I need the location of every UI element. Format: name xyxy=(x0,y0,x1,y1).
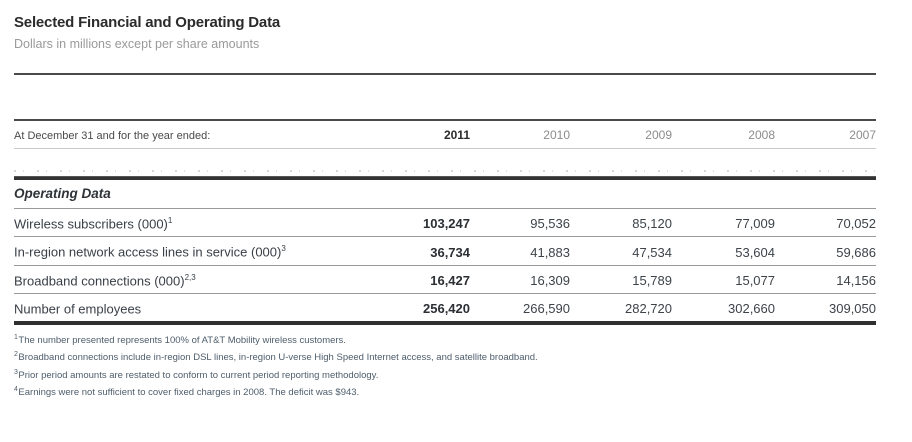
cell-2008: 15,077 xyxy=(735,272,775,288)
cell-2008: 77,009 xyxy=(735,216,775,232)
cell-2011: 103,247 xyxy=(423,216,470,232)
cell-2011: 16,427 xyxy=(430,272,470,288)
year-column-2007: 2007 xyxy=(849,128,876,142)
footnotes: 1The number presented represents 100% of… xyxy=(14,331,876,400)
section-title: Operating Data xyxy=(14,186,111,201)
row-label: Wireless subscribers (000)1 xyxy=(14,213,370,232)
row-label: In-region network access lines in servic… xyxy=(14,241,370,260)
year-column-2011: 2011 xyxy=(443,128,470,142)
thick-divider xyxy=(14,176,876,180)
table-row-access-lines: In-region network access lines in servic… xyxy=(14,237,876,266)
footnote-2: 2Broadband connections include in-region… xyxy=(14,348,876,365)
top-divider xyxy=(14,73,876,75)
row-label-text: In-region network access lines in servic… xyxy=(14,244,282,260)
footnote-marker: 1 xyxy=(14,334,18,342)
cell-2007: 309,050 xyxy=(829,301,876,317)
table-row-number-of-employees: Number of employees 256,420 266,590 282,… xyxy=(14,294,876,321)
cell-2009: 47,534 xyxy=(632,244,672,260)
footnote-text: Earnings were not sufficient to cover fi… xyxy=(18,386,360,398)
cell-2010: 41,883 xyxy=(530,244,570,260)
row-label-footnote-marker: 1 xyxy=(167,216,173,225)
cell-2007: 14,156 xyxy=(836,272,876,288)
row-label: Broadband connections (000)2,3 xyxy=(14,270,370,289)
section-heading-row: Operating Data xyxy=(14,180,876,209)
row-label-text: Wireless subscribers (000) xyxy=(14,216,168,232)
cell-2010: 16,309 xyxy=(530,272,570,288)
year-column-2009: 2009 xyxy=(645,128,672,142)
cell-2008: 302,660 xyxy=(728,301,775,317)
cell-2009: 15,789 xyxy=(632,272,672,288)
table-header-label: At December 31 and for the year ended: xyxy=(14,130,211,142)
row-label-text: Broadband connections (000) xyxy=(14,272,185,288)
footnote-marker: 3 xyxy=(14,368,18,376)
footnote-text: The number presented represents 100% of … xyxy=(18,335,346,347)
faded-text-remnant xyxy=(14,170,876,172)
footnote-marker: 4 xyxy=(14,385,18,393)
cell-2007: 59,686 xyxy=(836,244,876,260)
page-subtitle: Dollars in millions except per share amo… xyxy=(14,37,260,51)
cell-2008: 53,604 xyxy=(735,244,775,260)
cell-2009: 282,720 xyxy=(625,301,672,317)
footnote-text: Prior period amounts are restated to con… xyxy=(18,369,379,381)
footnote-1: 1The number presented represents 100% of… xyxy=(14,331,876,348)
table-row-broadband-connections: Broadband connections (000)2,3 16,427 16… xyxy=(14,266,876,294)
row-label-footnote-marker: 3 xyxy=(281,244,286,254)
footnote-3: 3Prior period amounts are restated to co… xyxy=(14,366,876,383)
page-title: Selected Financial and Operating Data xyxy=(14,14,281,31)
footnote-text: Broadband connections include in-region … xyxy=(18,352,538,364)
thick-bottom-divider xyxy=(14,321,876,326)
row-label-text: Number of employees xyxy=(14,301,142,317)
report-page: Selected Financial and Operating Data Do… xyxy=(14,0,876,400)
row-label: Number of employees xyxy=(14,298,370,317)
year-column-2010: 2010 xyxy=(543,128,570,142)
row-label-footnote-marker: 2,3 xyxy=(184,272,196,282)
table-header-row: At December 31 and for the year ended: 2… xyxy=(14,119,876,149)
table-row-wireless-subscribers: Wireless subscribers (000)1 103,247 95,5… xyxy=(14,209,876,238)
year-column-2008: 2008 xyxy=(748,128,775,142)
footnote-marker: 2 xyxy=(14,351,18,359)
cell-2011: 36,734 xyxy=(430,244,470,260)
cell-2010: 95,536 xyxy=(530,216,570,232)
cell-2007: 70,052 xyxy=(836,216,876,232)
cell-2010: 266,590 xyxy=(523,301,570,317)
cell-2009: 85,120 xyxy=(632,216,672,232)
cell-2011: 256,420 xyxy=(423,301,470,317)
footnote-4: 4Earnings were not sufficient to cover f… xyxy=(14,383,876,400)
